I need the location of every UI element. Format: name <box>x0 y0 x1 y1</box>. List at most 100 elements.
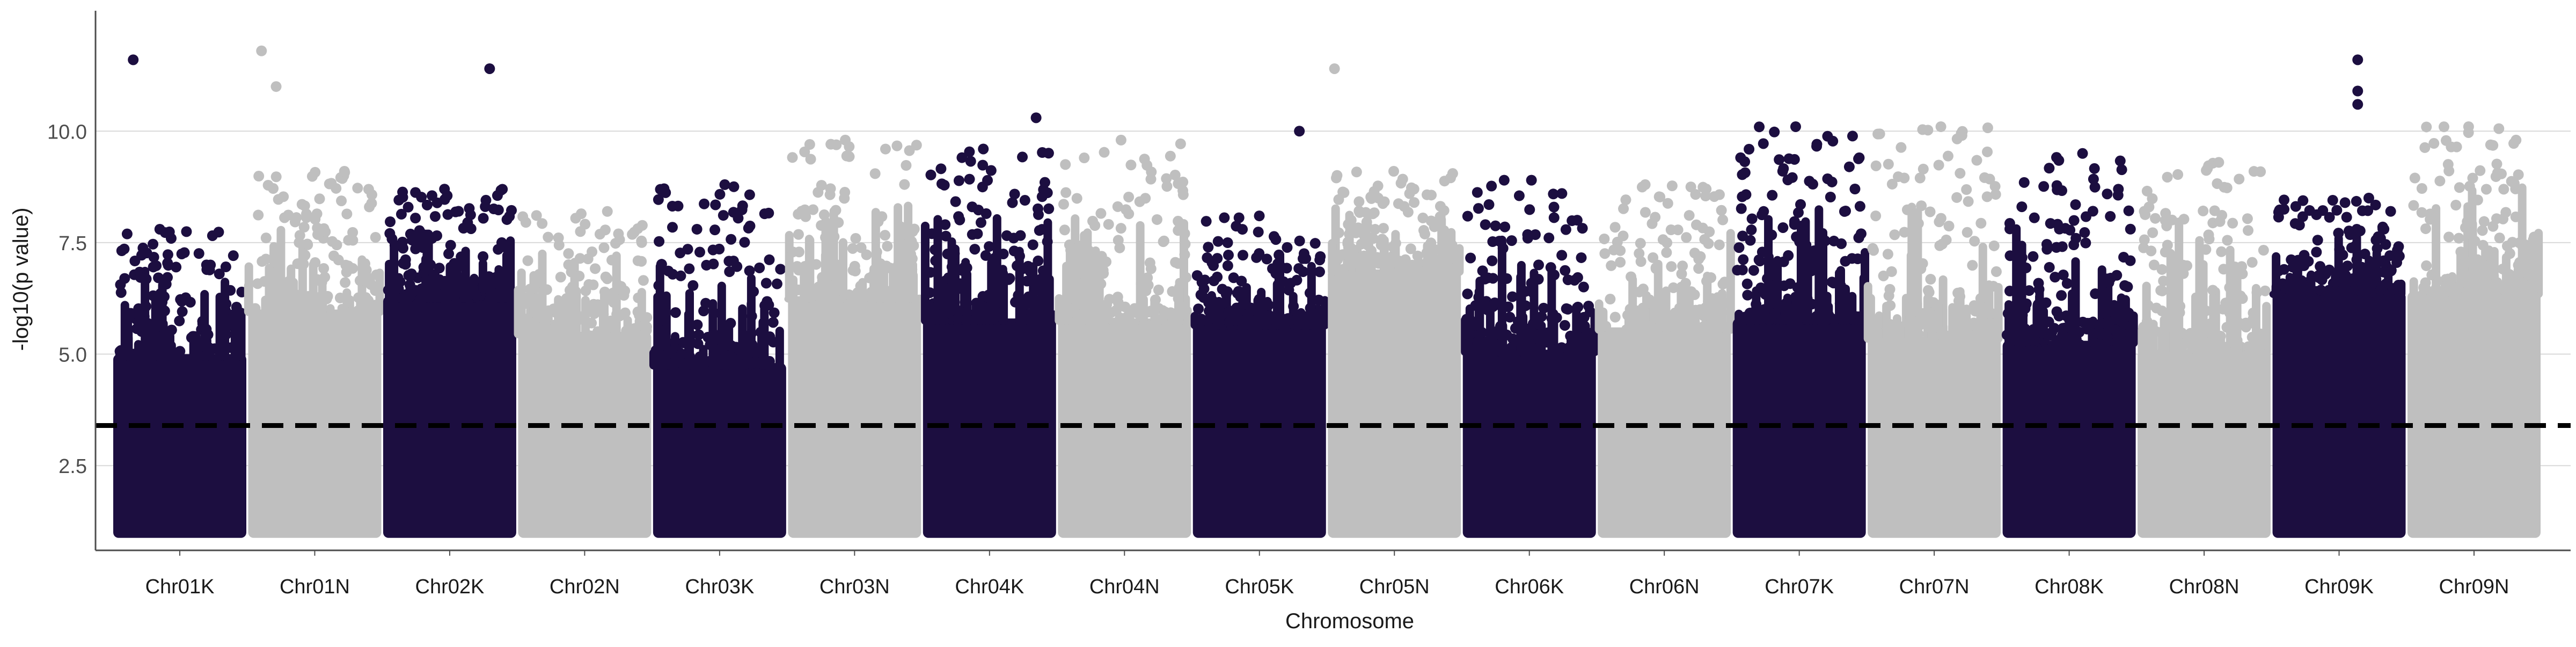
snp-point <box>1176 278 1187 289</box>
snp-peak <box>840 134 851 146</box>
snp-point <box>715 344 726 355</box>
snp-point <box>935 163 947 175</box>
snp-point <box>1955 168 1966 179</box>
snp-point <box>984 302 995 313</box>
snp-point <box>892 279 903 290</box>
snp-point <box>2477 225 2488 236</box>
snp-point <box>2229 261 2241 273</box>
snp-point <box>1952 287 1964 299</box>
snp-point <box>1560 265 1571 276</box>
snp-point <box>967 229 978 240</box>
snp-point <box>1378 223 1389 234</box>
snp-point <box>2286 254 2297 265</box>
snp-point <box>2416 183 2427 194</box>
snp-point <box>2279 194 2290 206</box>
snp-point <box>1529 229 1541 241</box>
snp-point <box>361 264 372 275</box>
snp-point <box>2004 250 2016 261</box>
snp-point <box>588 279 599 290</box>
snp-point <box>810 259 822 270</box>
snp-point <box>1983 324 1994 336</box>
snp-point <box>1179 249 1190 260</box>
snp-point <box>1207 312 1218 324</box>
snp-point <box>614 310 625 322</box>
snp-point <box>1990 189 2001 200</box>
snp-point <box>1270 268 1282 279</box>
snp-point <box>2359 279 2370 290</box>
snp-point <box>289 297 300 308</box>
snp-point <box>935 313 947 324</box>
snp-point <box>792 261 803 272</box>
snp-point <box>600 271 611 282</box>
snp-peak <box>439 184 450 195</box>
snp-point <box>684 263 695 274</box>
snp-point <box>1925 296 1936 308</box>
snp-point <box>744 189 755 200</box>
snp-point <box>331 183 342 194</box>
snp-point <box>1304 287 1315 299</box>
snp-point <box>844 151 855 162</box>
snp-point <box>1733 242 1745 253</box>
snp-point <box>2079 227 2090 238</box>
snp-point <box>728 357 739 368</box>
snp-point <box>524 283 536 295</box>
snp-point <box>594 229 605 240</box>
snp-point <box>2089 328 2101 339</box>
snp-point <box>2421 260 2432 271</box>
snp-point <box>2370 199 2381 210</box>
snp-point <box>279 212 290 223</box>
snp-point <box>2169 341 2180 353</box>
x-tick-label: Chr08N <box>2169 576 2240 598</box>
snp-point <box>582 253 594 265</box>
dense-points <box>653 363 786 538</box>
snp-point <box>152 321 163 332</box>
snp-point <box>1421 189 1432 200</box>
snp-point <box>2176 328 2187 339</box>
snp-point <box>1622 310 1633 321</box>
snp-point <box>1666 180 1678 192</box>
snp-point <box>2496 280 2507 292</box>
snp-point <box>1754 256 1766 267</box>
x-axis-title: Chromosome <box>1285 609 1414 633</box>
snp-point <box>2176 266 2187 277</box>
snp-point <box>816 220 827 231</box>
snp-point <box>1024 266 1036 277</box>
snp-point <box>1608 244 1620 256</box>
snp-point <box>1179 308 1190 319</box>
snp-point <box>478 251 489 262</box>
snp-point <box>1640 207 1651 218</box>
snp-point <box>1802 293 1813 304</box>
snp-point <box>1062 271 1073 282</box>
snp-point <box>1125 159 1137 171</box>
snp-point <box>930 244 941 256</box>
snp-point <box>318 263 330 274</box>
snp-point <box>1074 254 1085 265</box>
dense-points <box>1192 323 1326 538</box>
snp-point <box>1158 235 1169 246</box>
snp-point <box>1843 161 1855 172</box>
snp-column <box>2233 267 2242 357</box>
snp-point <box>250 303 261 314</box>
snp-point <box>767 317 779 328</box>
snp-point <box>567 281 578 293</box>
snp-point <box>404 279 415 290</box>
snp-point <box>875 258 886 269</box>
snp-point <box>2369 274 2380 286</box>
snp-point <box>698 306 709 317</box>
snp-point <box>159 306 170 317</box>
snp-point <box>2312 235 2323 246</box>
snp-point <box>2345 229 2356 241</box>
snp-point <box>2526 250 2537 261</box>
snp-point <box>1495 321 1506 332</box>
dense-points <box>383 296 516 538</box>
snp-point <box>1716 322 1728 333</box>
snp-point <box>1111 304 1122 316</box>
snp-point <box>1230 315 1241 326</box>
dense-points <box>2002 340 2136 538</box>
snp-point <box>1872 128 1884 140</box>
snp-point <box>253 171 265 182</box>
snp-point <box>1762 273 1773 284</box>
snp-point <box>1577 223 1588 234</box>
snp-point <box>2040 297 2052 308</box>
